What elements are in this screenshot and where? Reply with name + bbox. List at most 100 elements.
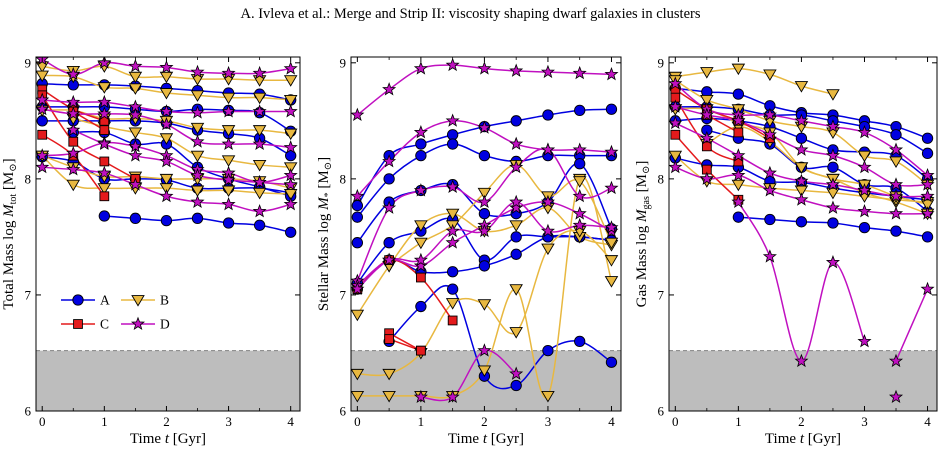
point-D-17-5 — [190, 105, 205, 119]
point-B-6-5 — [826, 89, 840, 101]
point-D-19-0 — [731, 194, 746, 209]
point-C-13-0 — [670, 129, 681, 140]
point-C-12-0 — [384, 334, 394, 344]
point-B-10-3 — [794, 162, 809, 174]
x-tick-label: 3 — [861, 414, 868, 429]
point-D-18-1 — [445, 389, 460, 404]
point-C-15-1 — [99, 125, 110, 135]
point-D-17-7 — [572, 217, 587, 232]
point-D-18-5 — [825, 200, 840, 214]
point-D-16-8 — [283, 61, 298, 75]
shaded-region — [36, 350, 300, 411]
panel-total-mass: 0 1 2 3 4 6 7 8 9 Time t [Gyr] Total Mass log Mtot… — [1, 55, 301, 447]
point-C-13-1 — [68, 136, 79, 147]
point-D-16-6 — [857, 159, 872, 174]
point-B-11-6 — [252, 160, 267, 172]
point-D-18-4 — [159, 116, 174, 131]
point-B-7-1 — [700, 95, 714, 107]
point-D-14-7 — [572, 142, 587, 156]
point-B-10-8 — [283, 189, 298, 201]
point-B-10-5 — [190, 185, 205, 198]
point-D-17-3 — [445, 223, 460, 238]
point-A-5-0 — [98, 210, 110, 222]
x-axis-label: Time t [Gyr] — [448, 431, 524, 447]
point-A-5-1 — [415, 300, 427, 313]
point-A-5-6 — [285, 226, 297, 238]
point-D-17-0 — [351, 281, 365, 296]
point-D-13-6 — [540, 64, 555, 79]
point-B-11-3 — [159, 133, 174, 145]
point-D-13-1 — [382, 82, 397, 96]
point-D-16-3 — [445, 235, 460, 249]
y-tick-label: 6 — [658, 404, 665, 419]
point-B-7-4 — [477, 299, 492, 311]
point-A-3-5 — [510, 231, 522, 243]
point-B-6-3 — [763, 69, 777, 81]
point-B-9-3 — [477, 187, 492, 200]
point-D-16-6 — [221, 65, 236, 80]
series-line-D-13 — [356, 64, 612, 116]
point-D-18-6 — [857, 203, 872, 218]
point-C-10-2 — [416, 272, 426, 283]
point-D-16-5 — [509, 200, 524, 214]
point-A-2-0 — [351, 237, 364, 249]
point-D-16-7 — [888, 177, 904, 191]
point-D-16-2 — [731, 113, 746, 127]
point-D-21-2 — [128, 148, 143, 162]
legend-marker-D — [130, 316, 146, 330]
point-D-15-0 — [669, 76, 683, 90]
point-B-10-4 — [159, 183, 174, 195]
legend-label-D: D — [160, 317, 170, 332]
point-A-0-7 — [574, 104, 586, 117]
point-D-21-1 — [97, 136, 112, 151]
y-axis-label: Total Mass log Mtot [M⊙] — [1, 158, 19, 309]
point-B-7-4 — [159, 88, 174, 100]
point-B-7-7 — [252, 92, 267, 105]
point-A-5-4 — [222, 217, 235, 229]
point-A-4-4 — [478, 260, 491, 272]
point-D-18-1 — [66, 106, 81, 120]
point-A-1-3 — [446, 138, 459, 150]
axes-frame — [350, 56, 622, 412]
point-D-17-5 — [509, 194, 524, 209]
point-D-15-3 — [445, 179, 460, 193]
point-A-1-7 — [890, 129, 902, 141]
point-B-9-6 — [572, 176, 587, 188]
point-A-5-2 — [160, 215, 173, 227]
point-A-1-8 — [921, 147, 934, 159]
point-A-3-1 — [383, 237, 395, 249]
point-D-19-3 — [825, 255, 840, 269]
x-tick-label: 2 — [798, 414, 805, 429]
point-D-16-6 — [540, 194, 555, 209]
point-D-21-4 — [190, 168, 205, 182]
point-A-2-4 — [795, 132, 808, 144]
series-line-C-10 — [356, 259, 454, 321]
point-D-20-6 — [221, 197, 236, 211]
series-line-C-11 — [674, 88, 771, 139]
point-A-1-4 — [478, 150, 491, 162]
point-A-1-0 — [351, 211, 364, 223]
point-B-8-8 — [283, 128, 298, 141]
y-axis-label: Gas Mass log Mgas [M⊙] — [634, 161, 652, 308]
point-D-14-2 — [413, 125, 428, 139]
point-B-6-3 — [445, 208, 460, 221]
point-D-21-0 — [66, 122, 81, 137]
point-D-17-7 — [888, 188, 904, 203]
point-D-20-1 — [920, 281, 935, 296]
point-D-16-8 — [920, 177, 935, 191]
point-A-0-6 — [542, 109, 554, 121]
y-tick-label: 6 — [340, 404, 347, 419]
point-D-16-5 — [825, 148, 840, 162]
point-D-17-6 — [221, 104, 236, 118]
point-A-5-4 — [858, 221, 871, 234]
x-tick-label: 3 — [545, 414, 552, 429]
point-B-7-6 — [221, 92, 236, 105]
x-tick-label: 4 — [608, 414, 615, 429]
point-A-5-5 — [253, 219, 266, 231]
point-B-8-8 — [604, 276, 619, 288]
point-D-16-3 — [762, 127, 777, 141]
point-B-6-5 — [509, 220, 523, 232]
point-B-9-4 — [794, 185, 809, 198]
point-A-0-0 — [351, 199, 364, 212]
